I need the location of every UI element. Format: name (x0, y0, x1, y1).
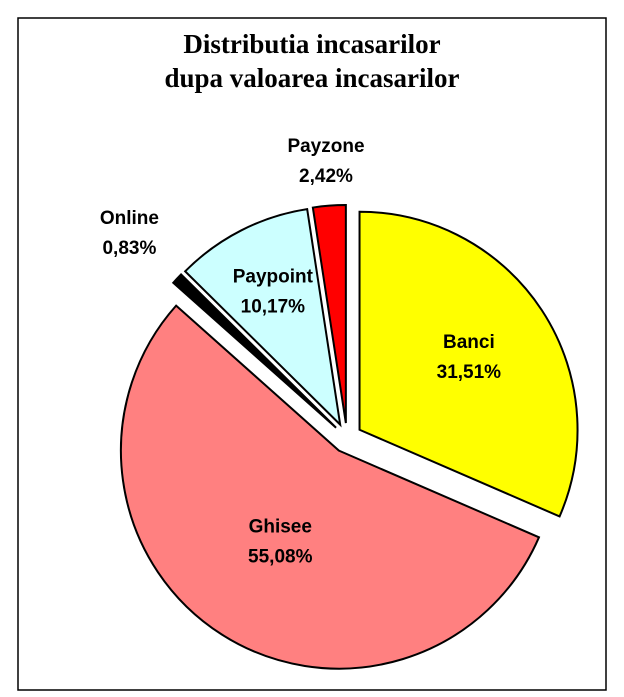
chart-title: Distributia incasarilor (183, 29, 440, 59)
pie-slice (358, 210, 579, 518)
slice-value: 31,51% (437, 362, 502, 383)
slice-value: 2,42% (299, 166, 353, 187)
slice-label: Ghisee (249, 517, 312, 538)
chart-title: dupa valoarea incasarilor (164, 63, 459, 93)
slice-label: Banci (443, 332, 495, 353)
slice-value: 0,83% (102, 238, 156, 259)
slice-label: Payzone (287, 136, 364, 157)
slice-value: 55,08% (248, 547, 313, 568)
pie-slice (119, 304, 541, 670)
slice-label: Online (100, 208, 159, 229)
slice-value: 10,17% (241, 297, 306, 318)
pie-slice (311, 204, 347, 424)
slice-label: Paypoint (233, 267, 314, 288)
pie-slice (171, 273, 337, 429)
pie-slice (183, 208, 342, 428)
